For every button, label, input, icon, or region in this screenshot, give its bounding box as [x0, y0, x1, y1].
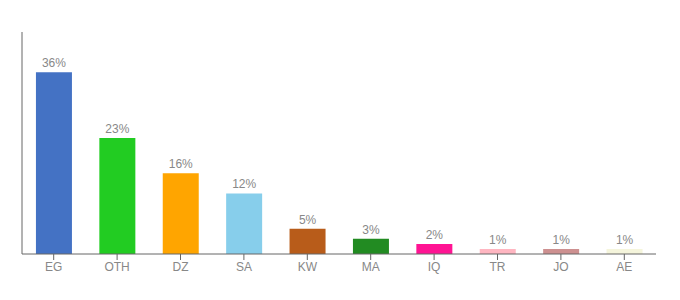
svg-text:16%: 16%: [169, 157, 193, 171]
svg-text:EG: EG: [45, 260, 62, 274]
svg-text:JO: JO: [553, 260, 568, 274]
svg-text:DZ: DZ: [173, 260, 189, 274]
svg-text:AE: AE: [616, 260, 632, 274]
svg-text:MA: MA: [362, 260, 380, 274]
svg-text:36%: 36%: [42, 56, 66, 70]
svg-text:OTH: OTH: [104, 260, 129, 274]
svg-text:5%: 5%: [299, 213, 317, 227]
svg-text:12%: 12%: [232, 177, 256, 191]
svg-text:1%: 1%: [552, 233, 570, 247]
svg-text:2%: 2%: [426, 228, 444, 242]
svg-text:1%: 1%: [489, 233, 507, 247]
svg-text:SA: SA: [236, 260, 252, 274]
svg-text:3%: 3%: [362, 223, 380, 237]
svg-text:23%: 23%: [105, 122, 129, 136]
svg-text:1%: 1%: [616, 233, 634, 247]
svg-text:KW: KW: [298, 260, 318, 274]
svg-text:TR: TR: [490, 260, 506, 274]
svg-text:IQ: IQ: [428, 260, 441, 274]
